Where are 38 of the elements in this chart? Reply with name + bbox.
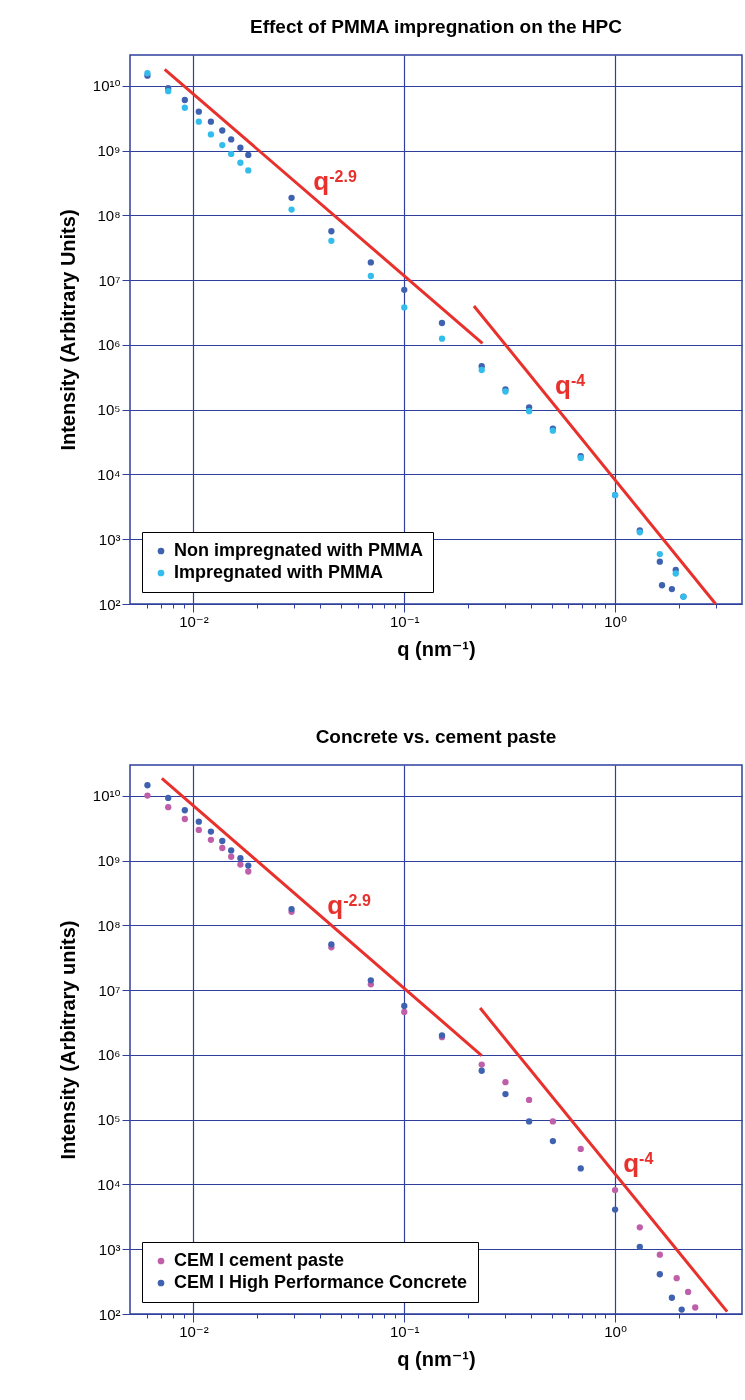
y-tick-label: 10² (98, 1305, 121, 1323)
legend-label: CEM I High Performance Concrete (174, 1272, 468, 1292)
y-axis-title: Intensity (Arbitrary Units) (56, 209, 79, 451)
annotation: q$^{-4}$ (623, 1147, 654, 1178)
legend-label: Non impregnated with PMMA (174, 540, 423, 560)
x-tick-label: 10⁰ (604, 1322, 627, 1340)
annotation: q$^{-2.9}$ (327, 890, 371, 921)
chart-title: Concrete vs. cement paste (315, 726, 557, 747)
y-tick-label: 10⁵ (97, 401, 121, 419)
annotation: q$^{-4}$ (555, 370, 586, 400)
annotation: q$^{-2.9}$ (313, 165, 357, 196)
x-tick-label: 10⁰ (604, 612, 627, 630)
chart-title: Effect of PMMA impregnation on the HPC (250, 16, 623, 37)
y-tick-label: 10⁸ (97, 916, 121, 934)
legend-label: Impregnated with PMMA (174, 562, 384, 582)
x-tick-label: 10⁻¹ (389, 1322, 420, 1340)
y-tick-label: 10³ (98, 530, 121, 548)
y-tick-label: 10⁴ (97, 1175, 121, 1193)
y-tick-label: 10⁵ (97, 1111, 121, 1129)
x-tick-label: 10⁻² (179, 612, 209, 630)
y-tick-label: 10⁷ (98, 271, 121, 289)
y-tick-label: 10⁸ (97, 206, 121, 224)
y-tick-label: 10⁶ (97, 1046, 121, 1064)
y-tick-label: 10² (98, 595, 121, 613)
y-tick-label: 10⁹ (97, 142, 121, 160)
legend-label: CEM I cement paste (174, 1250, 345, 1270)
y-tick-label: 10⁹ (97, 852, 121, 870)
y-tick-label: 10¹⁰ (92, 787, 121, 805)
x-tick-label: 10⁻¹ (389, 612, 420, 630)
y-tick-label: 10¹⁰ (92, 77, 121, 95)
y-tick-label: 10⁶ (97, 336, 121, 354)
y-tick-label: 10⁷ (98, 981, 121, 999)
y-tick-label: 10⁴ (97, 465, 121, 483)
x-axis-title: q (nm⁻¹) (397, 637, 476, 660)
x-axis-title: q (nm⁻¹) (397, 1347, 476, 1370)
y-axis-title: Intensity (Arbitrary units) (56, 920, 79, 1160)
x-tick-label: 10⁻² (179, 1322, 209, 1340)
y-tick-label: 10³ (98, 1240, 121, 1258)
